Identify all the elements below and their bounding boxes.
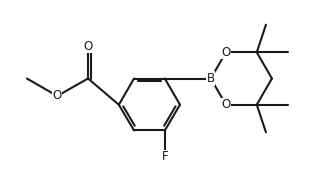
Text: O: O <box>53 89 62 102</box>
Text: F: F <box>161 150 168 163</box>
Text: O: O <box>84 40 93 53</box>
Text: O: O <box>221 46 230 59</box>
Text: B: B <box>207 72 215 85</box>
Text: O: O <box>221 98 230 111</box>
